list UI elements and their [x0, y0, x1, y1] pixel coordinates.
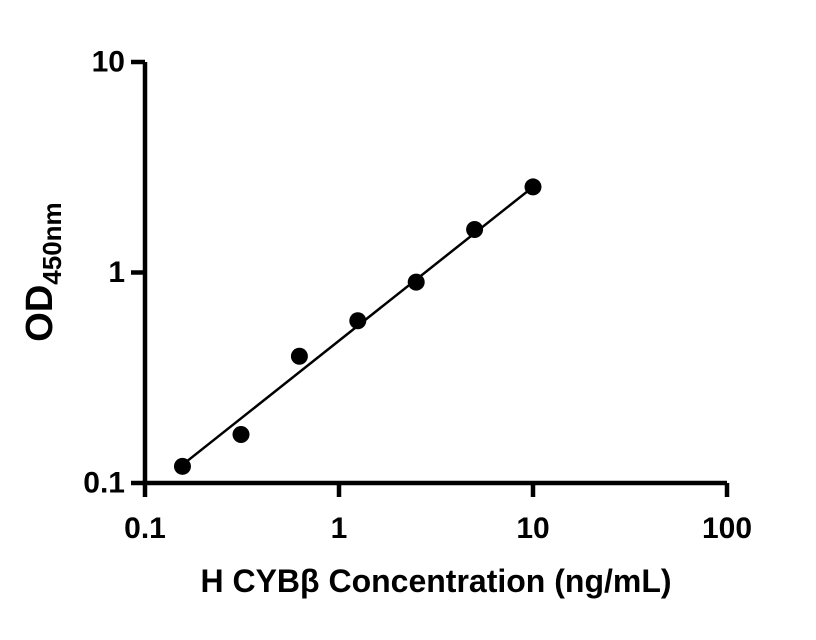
y-axis-title-main: OD	[19, 285, 61, 342]
y-tick-label: 0.1	[83, 467, 125, 500]
data-point	[466, 221, 484, 239]
data-point	[524, 178, 542, 196]
data-point	[173, 457, 191, 475]
x-tick-label: 0.1	[124, 512, 166, 545]
data-point	[232, 425, 250, 443]
x-axis-title: H CYBβ Concentration (ng/mL)	[200, 563, 671, 599]
y-tick-label: 10	[92, 46, 125, 79]
data-point	[407, 273, 425, 291]
data-point	[349, 312, 367, 330]
y-axis-title: OD450nm	[19, 202, 67, 341]
x-tick-label: 100	[702, 512, 752, 545]
x-tick-label: 1	[331, 512, 348, 545]
plot-area: 0.1 1 10 0.1 1 10 100	[83, 46, 752, 546]
axis-spine	[142, 62, 727, 486]
y-axis-title-subscript: 450nm	[37, 202, 67, 284]
y-tick-label: 1	[108, 256, 125, 289]
data-point	[290, 347, 308, 365]
x-tick-label: 10	[516, 512, 549, 545]
